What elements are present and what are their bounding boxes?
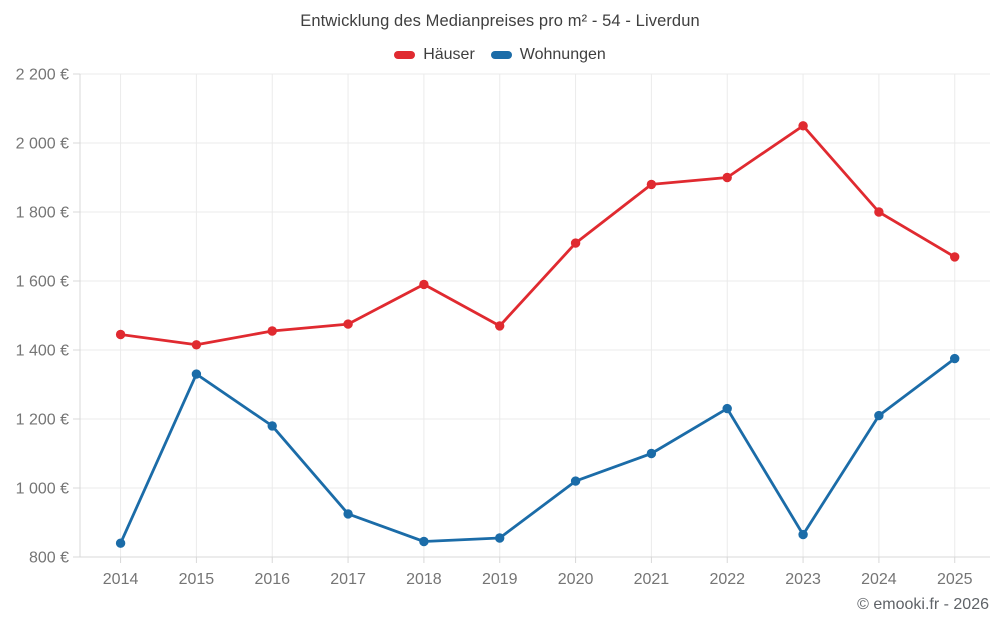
haeuser-point-2021[interactable] — [646, 179, 657, 190]
x-tick-label: 2014 — [103, 571, 139, 588]
x-tick-label: 2025 — [937, 571, 973, 588]
haeuser-point-2019[interactable] — [495, 321, 505, 331]
haeuser-point-2015[interactable] — [191, 340, 202, 350]
legend-swatch-wohnungen — [490, 51, 512, 59]
chart-title: Entwicklung des Medianpreises pro m² - 5… — [300, 12, 700, 30]
haeuser-point-2025[interactable] — [950, 252, 960, 262]
x-tick-label: 2017 — [330, 571, 366, 588]
legend-label-wohnungen: Wohnungen — [519, 46, 606, 63]
haeuser-point-2022[interactable] — [722, 172, 732, 183]
y-tick-label: 1 000 € — [16, 481, 69, 498]
legend-swatch-haeuser — [394, 51, 416, 59]
copyright-notice: © emooki.fr - 2026 — [857, 596, 989, 613]
wohnungen-point-2018[interactable] — [419, 536, 429, 547]
x-tick-label: 2015 — [179, 571, 215, 588]
y-tick-label: 1 200 € — [16, 412, 69, 429]
x-tick-label: 2022 — [709, 571, 745, 588]
y-tick-label: 1 800 € — [16, 205, 69, 222]
x-tick-label: 2019 — [482, 571, 518, 588]
wohnungen-point-2016[interactable] — [267, 421, 277, 431]
y-tick-label: 2 000 € — [16, 136, 69, 153]
y-tick-label: 2 200 € — [16, 67, 69, 84]
y-tick-label: 1 600 € — [16, 274, 69, 291]
wohnungen-point-2021[interactable] — [646, 448, 657, 459]
wohnungen-line — [119, 357, 957, 545]
haeuser-point-2016[interactable] — [267, 326, 277, 336]
wohnungen-point-2022[interactable] — [722, 403, 732, 414]
haeuser-line — [119, 124, 957, 347]
wohnungen-point-2025[interactable] — [950, 353, 960, 364]
x-tick-label: 2023 — [785, 571, 821, 588]
chart-legend: Häuser Wohnungen — [0, 46, 1000, 64]
x-tick-label: 2016 — [254, 571, 290, 588]
wohnungen-point-2019[interactable] — [495, 533, 505, 543]
haeuser-point-2014[interactable] — [115, 329, 126, 340]
wohnungen-point-2014[interactable] — [115, 538, 126, 548]
wohnungen-point-2024[interactable] — [874, 410, 884, 421]
wohnungen-point-2017[interactable] — [343, 509, 353, 519]
legend-item-haeuser[interactable]: Häuser — [394, 46, 475, 64]
haeuser-point-2023[interactable] — [798, 121, 808, 131]
haeuser-point-2024[interactable] — [874, 207, 884, 217]
wohnungen-point-2015[interactable] — [191, 369, 202, 379]
legend-label-haeuser: Häuser — [423, 46, 475, 63]
y-tick-label: 800 € — [29, 550, 69, 567]
wohnungen-point-2023[interactable] — [798, 529, 808, 540]
haeuser-point-2017[interactable] — [343, 319, 353, 329]
x-tick-label: 2024 — [861, 571, 897, 588]
legend-item-wohnungen[interactable]: Wohnungen — [490, 46, 606, 64]
haeuser-point-2018[interactable] — [419, 279, 429, 290]
y-tick-label: 1 400 € — [16, 343, 69, 360]
wohnungen-point-2020[interactable] — [570, 476, 581, 486]
x-tick-label: 2020 — [558, 571, 594, 588]
x-tick-label: 2018 — [406, 571, 442, 588]
x-tick-label: 2021 — [634, 571, 670, 588]
haeuser-point-2020[interactable] — [570, 238, 581, 248]
